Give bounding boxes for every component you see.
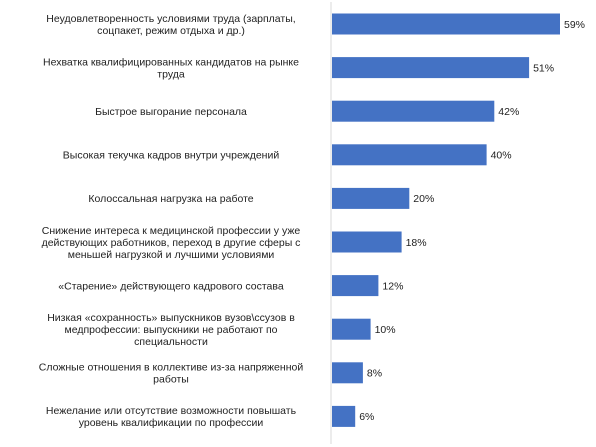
data-label: 20% (413, 193, 434, 205)
category-label-line: действующих работников, переход в другие… (42, 237, 301, 249)
category-label-line: работы (153, 374, 189, 386)
bar (332, 144, 487, 166)
bar (332, 57, 530, 79)
bar (332, 405, 356, 427)
data-label: 40% (491, 150, 512, 162)
category-label-line: медпрофессии: выпускники не работают по (65, 324, 278, 336)
category-label-line: Сложные отношения в коллективе из-за нап… (39, 362, 304, 374)
data-label: 18% (406, 237, 427, 249)
data-label: 12% (382, 280, 403, 292)
bar (332, 362, 363, 384)
data-label: 6% (359, 411, 374, 423)
category-label-line: Снижение интереса к медицинской професси… (42, 225, 301, 237)
category-label-line: Нежелание или отсутствие возможности пов… (46, 405, 297, 417)
category-label: Нежелание или отсутствие возможности пов… (46, 405, 297, 429)
data-label: 8% (367, 368, 382, 380)
data-label: 51% (533, 62, 554, 74)
category-label: Сложные отношения в коллективе из-за нап… (39, 362, 304, 386)
category-label: «Старение» действующего кадрового состав… (58, 280, 284, 292)
category-label-line: Быстрое выгорание персонала (95, 106, 247, 118)
category-label-line: Колоссальная нагрузка на работе (88, 193, 253, 205)
category-label: Нехватка квалифицированных кандидатов на… (43, 56, 299, 80)
data-label: 42% (498, 106, 519, 118)
category-label-line: меньшей нагрузкой и лучшими условиями (68, 249, 275, 261)
bar (332, 275, 379, 297)
category-label-line: уровень квалификации по профессии (79, 417, 264, 429)
category-label: Неудовлетворенность условиями труда (зар… (46, 13, 295, 37)
category-label-line: специальности (134, 336, 208, 348)
data-label: 59% (564, 19, 585, 31)
category-label-line: труда (157, 68, 185, 80)
data-label: 10% (375, 324, 396, 336)
category-label-line: «Старение» действующего кадрового состав… (58, 280, 284, 292)
category-label-line: Нехватка квалифицированных кандидатов на… (43, 56, 299, 68)
category-label-line: Низкая «сохранность» выпускников вузов\с… (47, 312, 295, 324)
category-label-line: Высокая текучка кадров внутри учреждений (63, 150, 280, 162)
category-label: Снижение интереса к медицинской професси… (42, 225, 301, 261)
category-label: Низкая «сохранность» выпускников вузов\с… (47, 312, 295, 348)
bar (332, 187, 410, 209)
category-label: Высокая текучка кадров внутри учреждений (63, 150, 280, 162)
category-label: Колоссальная нагрузка на работе (88, 193, 253, 205)
category-label-line: Неудовлетворенность условиями труда (зар… (46, 13, 295, 25)
bar (332, 13, 560, 35)
bar (332, 318, 371, 340)
category-label-line: соцпакет, режим отдыха и др.) (97, 25, 245, 37)
bar (332, 100, 495, 122)
bar (332, 231, 402, 253)
category-label: Быстрое выгорание персонала (95, 106, 247, 118)
